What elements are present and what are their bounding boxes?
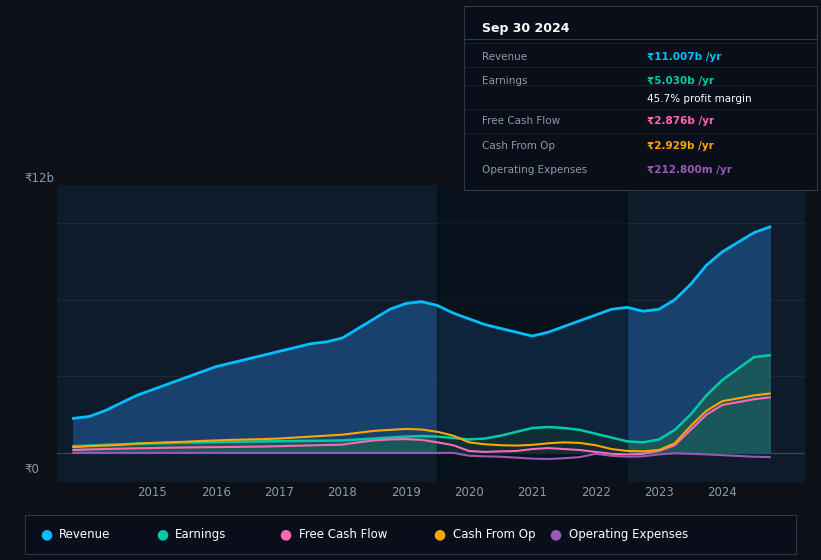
- Text: ₹12b: ₹12b: [25, 172, 55, 185]
- Text: ₹2.876b /yr: ₹2.876b /yr: [648, 116, 714, 127]
- Text: Revenue: Revenue: [481, 52, 526, 62]
- Text: Operating Expenses: Operating Expenses: [569, 528, 688, 542]
- Text: ₹11.007b /yr: ₹11.007b /yr: [648, 52, 722, 62]
- Text: ₹2.929b /yr: ₹2.929b /yr: [648, 141, 714, 151]
- Text: Operating Expenses: Operating Expenses: [481, 165, 587, 175]
- Text: Free Cash Flow: Free Cash Flow: [299, 528, 387, 542]
- Text: ●: ●: [549, 528, 562, 542]
- Text: Earnings: Earnings: [175, 528, 227, 542]
- Text: ●: ●: [279, 528, 291, 542]
- Text: ₹212.800m /yr: ₹212.800m /yr: [648, 165, 732, 175]
- Text: Free Cash Flow: Free Cash Flow: [481, 116, 560, 127]
- Text: ₹5.030b /yr: ₹5.030b /yr: [648, 76, 714, 86]
- Text: Cash From Op: Cash From Op: [481, 141, 554, 151]
- Text: Cash From Op: Cash From Op: [453, 528, 535, 542]
- Text: ●: ●: [40, 528, 53, 542]
- Text: 45.7% profit margin: 45.7% profit margin: [648, 94, 752, 104]
- Text: Earnings: Earnings: [481, 76, 527, 86]
- Text: Revenue: Revenue: [59, 528, 111, 542]
- Text: ₹0: ₹0: [25, 463, 39, 476]
- Bar: [438, 185, 627, 482]
- Text: ●: ●: [156, 528, 168, 542]
- Text: ●: ●: [433, 528, 446, 542]
- Text: Sep 30 2024: Sep 30 2024: [481, 22, 569, 35]
